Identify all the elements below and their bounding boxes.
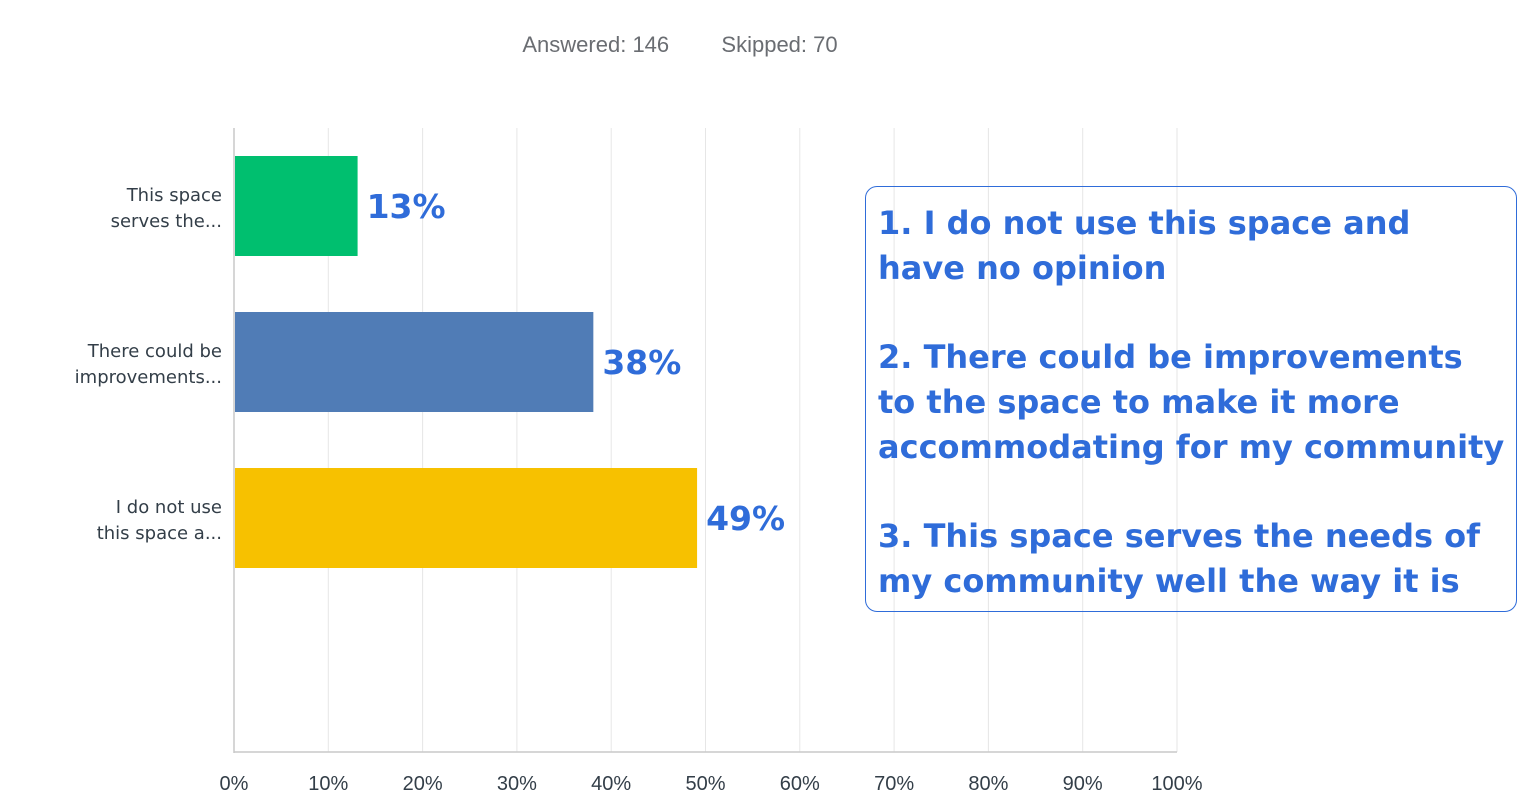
category-label: improvements... bbox=[75, 367, 222, 388]
data-label: 49% bbox=[706, 499, 785, 538]
data-label: 13% bbox=[367, 187, 446, 226]
bar bbox=[235, 468, 698, 568]
bar bbox=[235, 156, 358, 256]
x-tick-label: 50% bbox=[685, 773, 725, 795]
skipped-count: 70 bbox=[813, 32, 838, 57]
x-tick-label: 0% bbox=[220, 773, 249, 795]
response-summary: Answered: 146 Skipped: 70 bbox=[0, 32, 1360, 58]
category-label: serves the... bbox=[111, 211, 222, 232]
x-tick-label: 20% bbox=[403, 773, 443, 795]
category-label: this space a... bbox=[97, 523, 222, 544]
answered-label: Answered: bbox=[522, 32, 627, 57]
x-tick-label: 10% bbox=[308, 773, 348, 795]
x-tick-label: 100% bbox=[1151, 773, 1202, 795]
annotation-line: 2. There could be improvements to the sp… bbox=[878, 338, 1505, 466]
category-label: There could be bbox=[87, 341, 222, 362]
skipped-label: Skipped: bbox=[721, 32, 808, 57]
annotation-line: 1. I do not use this space and have no o… bbox=[878, 204, 1411, 287]
x-tick-label: 30% bbox=[497, 773, 537, 795]
x-tick-label: 70% bbox=[874, 773, 914, 795]
answered-count: 146 bbox=[632, 32, 670, 57]
x-tick-label: 60% bbox=[780, 773, 820, 795]
annotation-box: 1. I do not use this space and have no o… bbox=[865, 186, 1517, 612]
annotation-line: 3. This space serves the needs of my com… bbox=[878, 517, 1481, 600]
bar bbox=[235, 312, 594, 412]
category-label: This space bbox=[126, 185, 222, 206]
data-label: 38% bbox=[602, 343, 681, 382]
x-tick-label: 40% bbox=[591, 773, 631, 795]
x-tick-label: 80% bbox=[968, 773, 1008, 795]
x-tick-label: 90% bbox=[1063, 773, 1103, 795]
category-label: I do not use bbox=[116, 497, 222, 518]
